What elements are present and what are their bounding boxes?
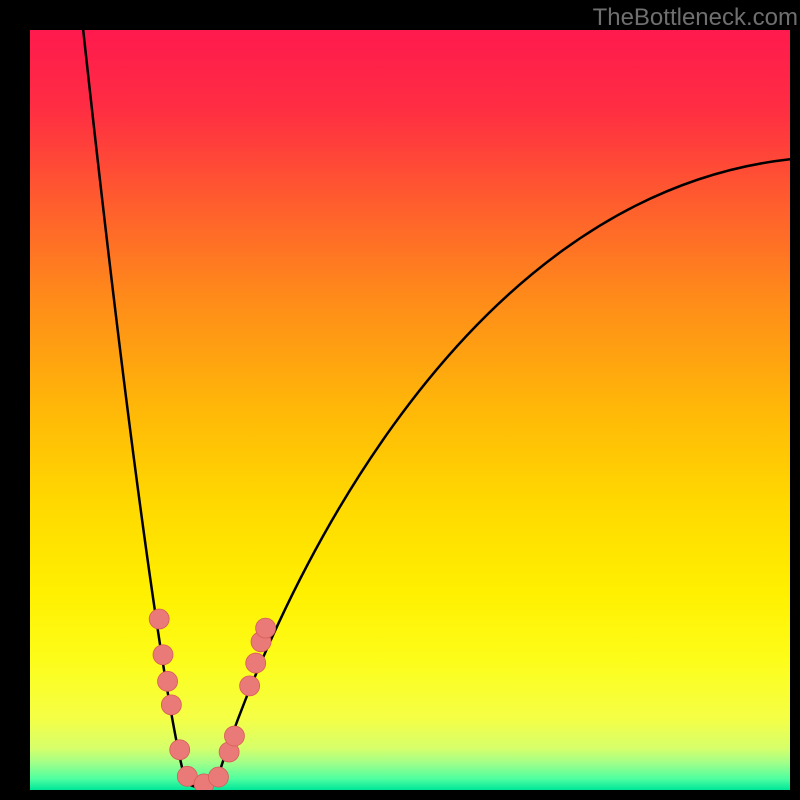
data-marker [158, 671, 178, 691]
data-marker [224, 726, 244, 746]
curve-layer [30, 30, 790, 790]
bottleneck-curve [83, 30, 790, 787]
data-marker [170, 740, 190, 760]
data-marker [161, 695, 181, 715]
chart-stage: TheBottleneck.com [0, 0, 800, 800]
data-marker [246, 653, 266, 673]
markers-group [149, 609, 275, 790]
data-marker [153, 645, 173, 665]
plot-area [30, 30, 790, 790]
data-marker [208, 767, 228, 787]
data-marker [149, 609, 169, 629]
data-marker [256, 618, 276, 638]
data-marker [240, 676, 260, 696]
watermark-text: TheBottleneck.com [593, 4, 798, 32]
